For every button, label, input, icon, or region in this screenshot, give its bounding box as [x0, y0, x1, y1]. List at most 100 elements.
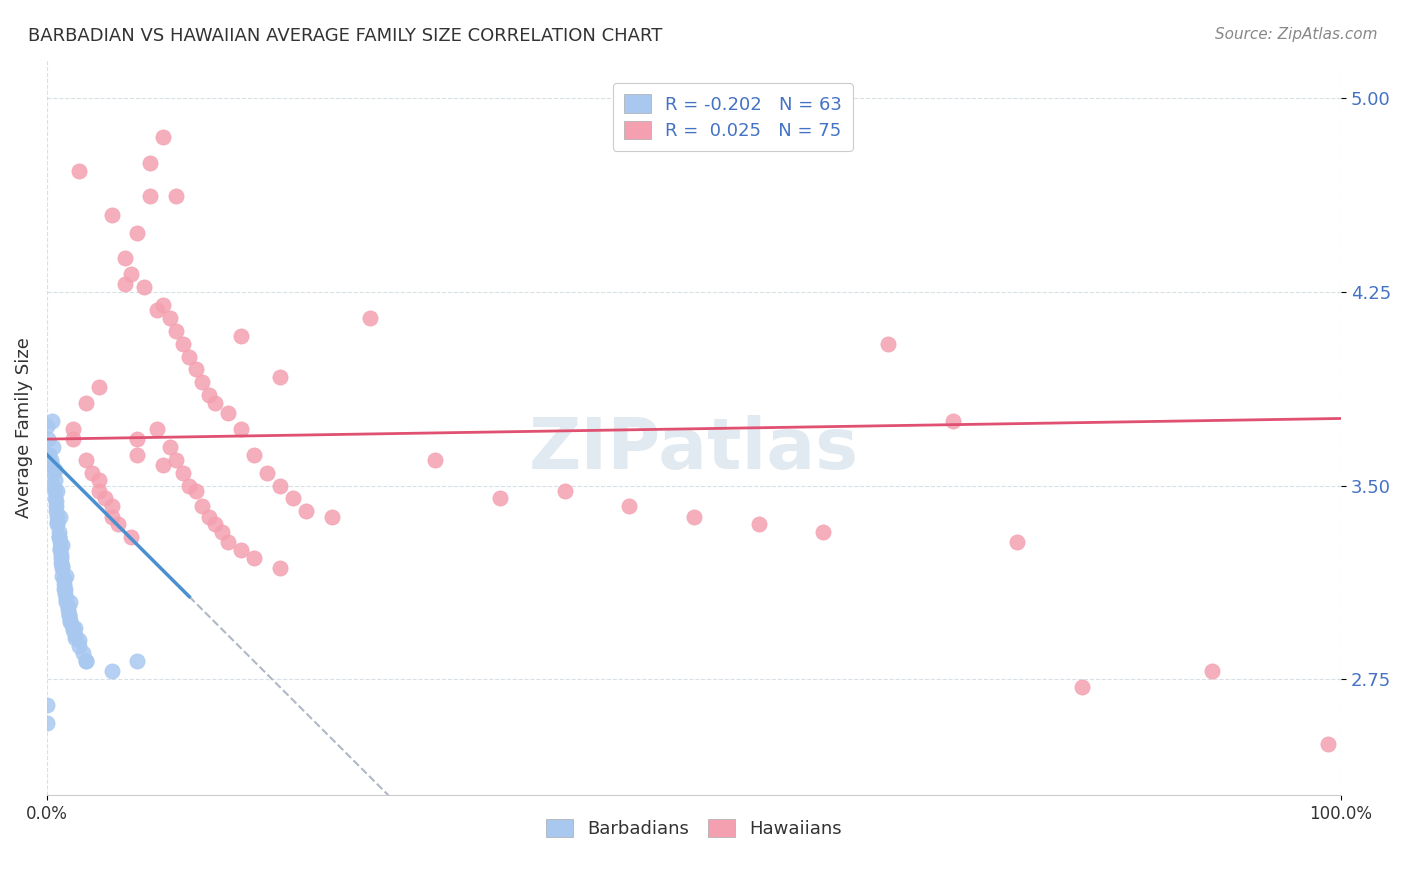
Point — [942, 414, 965, 428]
Point — [82, 466, 104, 480]
Point — [58, 607, 80, 622]
Point — [49, 543, 72, 558]
Point — [229, 543, 252, 558]
Point — [58, 607, 80, 622]
Point — [146, 303, 169, 318]
Point — [44, 491, 66, 506]
Point — [107, 517, 129, 532]
Point — [159, 310, 181, 325]
Point — [184, 362, 207, 376]
Point — [813, 524, 835, 539]
Point — [51, 569, 73, 583]
Point — [321, 509, 343, 524]
Point — [52, 572, 75, 586]
Point — [62, 623, 84, 637]
Legend: Barbadians, Hawaiians: Barbadians, Hawaiians — [538, 812, 849, 846]
Point — [67, 163, 90, 178]
Point — [152, 298, 174, 312]
Point — [243, 448, 266, 462]
Point — [37, 432, 59, 446]
Point — [75, 654, 97, 668]
Point — [489, 491, 512, 506]
Point — [217, 406, 239, 420]
Point — [152, 458, 174, 472]
Point — [62, 432, 84, 446]
Point — [127, 432, 149, 446]
Point — [49, 535, 72, 549]
Point — [45, 494, 67, 508]
Point — [256, 466, 278, 480]
Point — [62, 621, 84, 635]
Point — [59, 595, 82, 609]
Point — [114, 277, 136, 292]
Point — [1071, 680, 1094, 694]
Point — [165, 324, 187, 338]
Point — [48, 524, 70, 539]
Point — [619, 500, 641, 514]
Point — [217, 535, 239, 549]
Point — [53, 587, 76, 601]
Point — [191, 376, 214, 390]
Point — [132, 280, 155, 294]
Point — [877, 336, 900, 351]
Point — [55, 595, 77, 609]
Point — [67, 639, 90, 653]
Point — [172, 466, 194, 480]
Point — [65, 631, 87, 645]
Point — [65, 628, 87, 642]
Point — [42, 466, 65, 480]
Point — [35, 419, 58, 434]
Point — [94, 491, 117, 506]
Point — [423, 452, 446, 467]
Text: BARBADIAN VS HAWAIIAN AVERAGE FAMILY SIZE CORRELATION CHART: BARBADIAN VS HAWAIIAN AVERAGE FAMILY SIZ… — [28, 27, 662, 45]
Point — [62, 422, 84, 436]
Point — [52, 582, 75, 596]
Point — [159, 440, 181, 454]
Point — [46, 509, 69, 524]
Point — [165, 452, 187, 467]
Point — [281, 491, 304, 506]
Point — [554, 483, 576, 498]
Point — [100, 509, 122, 524]
Text: Source: ZipAtlas.com: Source: ZipAtlas.com — [1215, 27, 1378, 42]
Point — [42, 478, 65, 492]
Point — [53, 582, 76, 596]
Point — [269, 561, 291, 575]
Point — [294, 504, 316, 518]
Point — [114, 252, 136, 266]
Point — [52, 576, 75, 591]
Point — [204, 396, 226, 410]
Point — [41, 458, 63, 472]
Point — [139, 189, 162, 203]
Point — [229, 329, 252, 343]
Point — [42, 440, 65, 454]
Point — [211, 524, 233, 539]
Point — [1201, 665, 1223, 679]
Point — [48, 530, 70, 544]
Point — [56, 602, 79, 616]
Y-axis label: Average Family Size: Average Family Size — [15, 337, 32, 518]
Point — [197, 509, 219, 524]
Point — [44, 474, 66, 488]
Point — [139, 156, 162, 170]
Point — [51, 558, 73, 573]
Point — [49, 509, 72, 524]
Point — [204, 517, 226, 532]
Point — [127, 226, 149, 240]
Point — [45, 504, 67, 518]
Point — [51, 561, 73, 575]
Point — [87, 380, 110, 394]
Point — [56, 599, 79, 614]
Point — [55, 592, 77, 607]
Point — [243, 550, 266, 565]
Point — [269, 478, 291, 492]
Point — [75, 396, 97, 410]
Point — [165, 189, 187, 203]
Point — [100, 207, 122, 221]
Point — [55, 569, 77, 583]
Point — [87, 474, 110, 488]
Point — [49, 541, 72, 555]
Point — [59, 615, 82, 630]
Point — [46, 483, 69, 498]
Point — [44, 463, 66, 477]
